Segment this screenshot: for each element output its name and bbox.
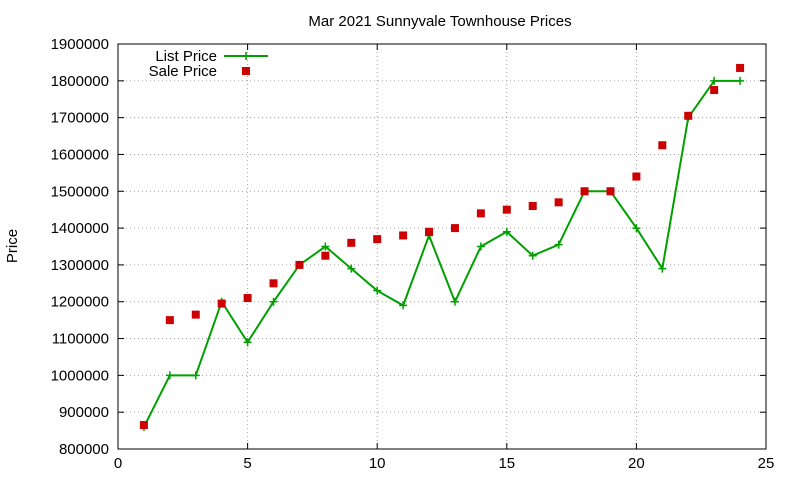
data-point [425, 227, 434, 236]
y-tick-label: 1800000 [51, 73, 109, 90]
x-tick-label: 25 [758, 455, 775, 472]
y-tick-label: 800000 [59, 441, 109, 458]
data-point [450, 224, 459, 233]
y-tick-label: 1500000 [51, 183, 109, 200]
chart-title: Mar 2021 Sunnyvale Townhouse Prices [308, 13, 571, 30]
data-point [217, 299, 226, 308]
data-point [710, 76, 719, 85]
x-tick-label: 20 [628, 455, 645, 472]
data-point [476, 209, 485, 218]
y-tick-label: 1400000 [51, 220, 109, 237]
data-point [191, 371, 200, 380]
grid [118, 44, 766, 449]
data-point [632, 172, 641, 181]
y-axis-label: Price [4, 229, 21, 263]
data-point [684, 111, 693, 120]
data-point [269, 279, 278, 288]
legend-marker [242, 67, 250, 75]
y-tick-label: 900000 [59, 404, 109, 421]
data-point [736, 76, 745, 85]
data-point [554, 240, 563, 249]
data-point [399, 231, 408, 240]
x-tick-label: 10 [369, 455, 386, 472]
data-point [373, 235, 382, 244]
y-tick-label: 1000000 [51, 367, 109, 384]
data-point [476, 242, 485, 251]
data-point [347, 238, 356, 247]
legend-marker [242, 52, 250, 60]
data-point [399, 301, 408, 310]
data-point [502, 227, 511, 236]
y-tick-label: 1100000 [52, 331, 109, 348]
data-point [139, 421, 148, 430]
data-point [502, 205, 511, 214]
data-point [450, 297, 459, 306]
data-point [554, 198, 563, 207]
data-point [658, 264, 667, 273]
data-point [710, 86, 719, 95]
series-sale-price [139, 63, 745, 430]
x-tick-label: 0 [114, 455, 122, 472]
data-point [191, 310, 200, 319]
data-point [580, 187, 589, 196]
data-point [658, 141, 667, 150]
x-tick-label: 5 [243, 455, 251, 472]
y-tick-label: 1700000 [51, 110, 109, 127]
y-tick-label: 1600000 [51, 146, 109, 163]
data-point [321, 242, 330, 251]
axes: 0 5 10 15 20 25 800000 900000 1000000 1100000 1200… [51, 36, 775, 472]
data-point [347, 264, 356, 273]
y-tick-label: 1300000 [51, 257, 109, 274]
data-point [243, 338, 252, 347]
data-point [632, 224, 641, 233]
x-tick-label: 15 [498, 455, 515, 472]
series-list-price [139, 76, 745, 431]
plot-frame [117, 43, 767, 450]
legend-label: Sale Price [149, 63, 217, 80]
y-tick-label: 1900000 [51, 36, 109, 53]
data-point [243, 294, 252, 303]
data-point [165, 371, 174, 380]
data-point [528, 202, 537, 210]
data-point [165, 316, 174, 325]
legend-label: List Price [155, 48, 217, 65]
series-line [143, 79, 741, 428]
series-layer [139, 63, 745, 431]
data-point [269, 297, 278, 306]
data-point [373, 286, 382, 295]
data-point [736, 63, 745, 72]
data-point [321, 251, 330, 260]
y-tick-label: 1200000 [51, 294, 109, 311]
data-point [528, 251, 537, 260]
data-point [606, 187, 615, 196]
data-point [295, 260, 304, 269]
